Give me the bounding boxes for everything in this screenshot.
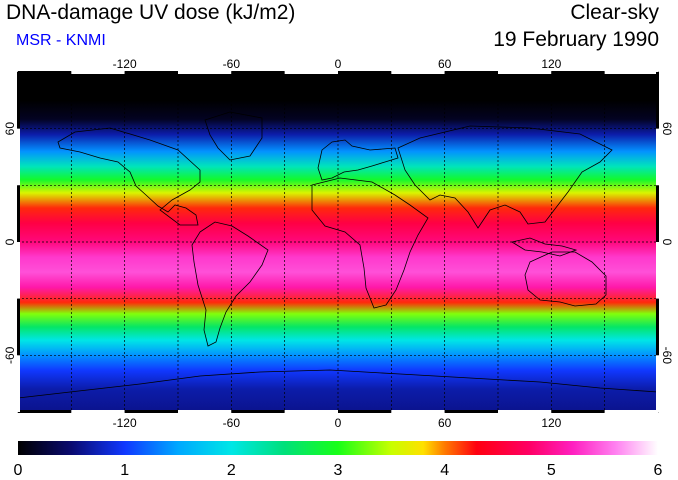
- frame-segment: [231, 71, 285, 74]
- condition-label: Clear-sky: [570, 1, 659, 24]
- frame-segment: [656, 185, 659, 242]
- map-panel: [17, 71, 659, 413]
- frame-segment: [444, 71, 498, 74]
- lat-tick-label-right: 0: [660, 239, 674, 246]
- frame-segment: [17, 185, 20, 242]
- coastline-europe: [317, 139, 399, 181]
- frame-segment: [656, 298, 659, 356]
- lat-tick-label-right: -60: [660, 347, 674, 365]
- frame-segment: [17, 72, 20, 129]
- frame-segment: [391, 71, 445, 74]
- frame-segment: [656, 242, 659, 299]
- lon-tick-label-bottom: 60: [438, 416, 452, 430]
- frame-segment: [656, 72, 659, 129]
- source-label: MSR - KNMI: [16, 32, 106, 49]
- frame-segment: [284, 410, 338, 413]
- lon-tick-label-top: 120: [541, 57, 561, 71]
- coastline-antarctica: [18, 369, 658, 399]
- lon-tick-label-top: 60: [438, 57, 452, 71]
- frame-segment: [604, 71, 658, 74]
- lon-tick-label-bottom: -120: [113, 416, 137, 430]
- coastline-australia: [524, 251, 607, 307]
- lon-tick-label-bottom: 0: [335, 416, 342, 430]
- coastline-indonesia: [510, 237, 578, 257]
- map-frame: [17, 71, 659, 413]
- frame-segment: [391, 410, 445, 413]
- frame-segment: [551, 410, 605, 413]
- coastline-south-america: [191, 221, 269, 347]
- coastline-greenland: [204, 111, 263, 161]
- frame-segment: [498, 71, 552, 74]
- lon-tick-label-bottom: 120: [541, 416, 561, 430]
- lon-tick-label-bottom: -60: [223, 416, 241, 430]
- frame-segment: [124, 71, 178, 74]
- colorbar-tick-label: 2: [227, 462, 236, 479]
- colorbar-tick-label: 3: [334, 462, 343, 479]
- frame-segment: [656, 355, 659, 412]
- colorbar-tick-label: 5: [547, 462, 556, 479]
- frame-segment: [71, 71, 125, 74]
- frame-segment: [551, 71, 605, 74]
- frame-segment: [71, 410, 125, 413]
- colorbar-tick-label: 4: [440, 462, 449, 479]
- colorbar-tick-label: 1: [120, 462, 129, 479]
- colorbar-fill: [18, 441, 658, 455]
- frame-segment: [18, 71, 72, 74]
- lat-tick-label-right: 60: [660, 122, 674, 136]
- frame-segment: [604, 410, 658, 413]
- coastline-asia: [397, 125, 613, 229]
- lat-tick-label-left: -60: [3, 346, 17, 364]
- lon-tick-label-top: 0: [335, 57, 342, 71]
- frame-segment: [178, 410, 232, 413]
- title: DNA-damage UV dose (kJ/m2): [6, 1, 296, 24]
- colorbar-tick-label: 0: [14, 462, 23, 479]
- colorbar-ticks: 0 1 2 3 4 5 6: [14, 462, 663, 479]
- frame-segment: [17, 128, 20, 186]
- coastlines: [18, 111, 658, 399]
- date-label: 19 February 1990: [493, 28, 659, 51]
- frame-segment: [17, 355, 20, 412]
- frame-segment: [178, 71, 232, 74]
- frame-segment: [444, 410, 498, 413]
- colorbar-tick-label: 6: [654, 462, 663, 479]
- lon-tick-label-top: -120: [113, 57, 137, 71]
- frame-segment: [18, 410, 72, 413]
- colorbar: 0 1 2 3 4 5 6: [14, 441, 663, 479]
- frame-segment: [231, 410, 285, 413]
- lat-tick-label-left: 60: [3, 122, 17, 136]
- axis-labels: -120 -120 -60 -60 0 0 60 60 120 120 60 60 0 0 -60 -60: [3, 57, 674, 430]
- frame-segment: [338, 71, 392, 74]
- coastline-africa: [311, 177, 429, 309]
- frame-segment: [17, 242, 20, 299]
- frame-segment: [17, 298, 20, 356]
- frame-segment: [124, 410, 178, 413]
- lat-tick-label-left: 0: [3, 238, 17, 245]
- lon-tick-label-top: -60: [223, 57, 241, 71]
- frame-segment: [656, 128, 659, 186]
- frame-segment: [284, 71, 338, 74]
- lat-lon-grid: [18, 72, 658, 412]
- frame-segment: [498, 410, 552, 413]
- frame-segment: [338, 410, 392, 413]
